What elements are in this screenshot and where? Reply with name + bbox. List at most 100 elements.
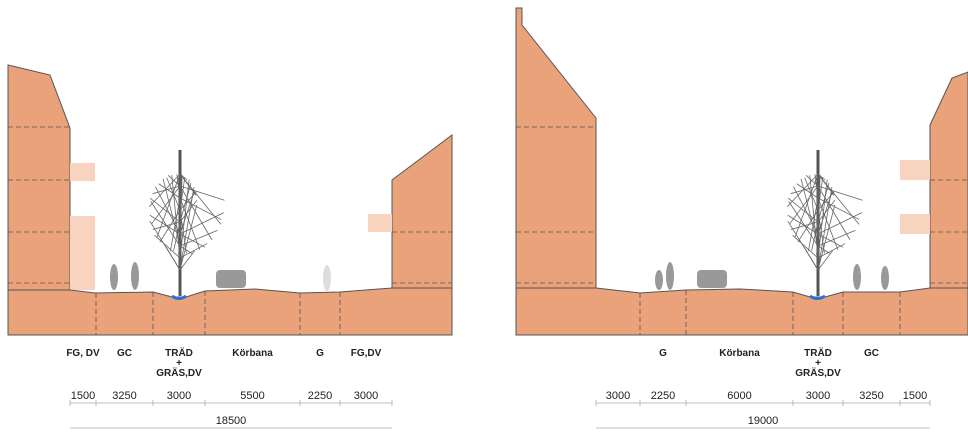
tree-branch: [794, 173, 819, 237]
drain: [809, 294, 826, 300]
person: [655, 270, 663, 290]
floor-lines: [516, 126, 968, 284]
tree-branch: [787, 214, 819, 235]
zone-label: FG,DV: [351, 348, 382, 359]
tree-branch: [179, 197, 201, 250]
zone-label: GRÄS,DV: [156, 366, 202, 379]
tree-branch: [817, 204, 836, 271]
zone-label: Körbana: [232, 348, 273, 359]
tree-branch: [817, 173, 826, 181]
window: [70, 163, 95, 181]
zone-label: TRÄD: [804, 346, 832, 359]
tree-branch: [179, 173, 197, 196]
tree-branch: [179, 187, 195, 271]
window: [368, 214, 392, 232]
tree-branch: [179, 185, 225, 201]
tree-branch: [817, 230, 856, 247]
zone-label: G: [659, 348, 667, 359]
tree-branch: [154, 234, 181, 259]
tree-branch: [804, 177, 819, 211]
tree-branch: [817, 243, 846, 259]
tree-branch: [158, 183, 181, 199]
person: [881, 266, 889, 290]
tree-branch: [817, 185, 851, 240]
zone-width: 1500: [903, 390, 927, 402]
zone-width: 6000: [727, 390, 751, 402]
tree-branch: [151, 185, 181, 224]
tree-branch: [789, 185, 819, 224]
car: [216, 270, 246, 288]
tree-branch: [179, 243, 208, 259]
tree-branch: [179, 212, 224, 235]
tree-branch: [817, 212, 862, 235]
zone-width: 3000: [167, 390, 191, 402]
tree-branch: [179, 204, 198, 271]
tree-branch: [179, 190, 195, 235]
zone-label: G: [316, 348, 324, 359]
annotations: FG, DV1500GC3250TRÄD+GRÄS,DV3000Körbana5…: [66, 150, 931, 429]
section-right: [515, 7, 968, 336]
tree-branch: [817, 185, 863, 201]
tree-branch: [817, 177, 824, 211]
zone-label: Körbana: [719, 348, 760, 359]
tree-branch: [817, 250, 833, 271]
tree-branch: [788, 201, 819, 247]
tree-branch: [796, 183, 819, 199]
zone-width: 3250: [859, 390, 883, 402]
tree-branch: [150, 201, 181, 247]
person: [323, 265, 331, 291]
tree-branch: [149, 214, 181, 235]
window: [900, 214, 930, 234]
tree-branch: [179, 182, 192, 223]
tree-branch: [817, 197, 839, 250]
zone-width: 2250: [308, 390, 332, 402]
tree-branch: [179, 230, 218, 247]
window: [900, 160, 930, 180]
zone-width: 2250: [651, 390, 675, 402]
tree-branch: [797, 209, 819, 243]
person: [110, 264, 118, 290]
tree-branch: [817, 187, 833, 271]
tree-branch: [817, 197, 860, 220]
tree-branch: [179, 185, 213, 240]
zone-width: 5500: [240, 390, 264, 402]
tree-branch: [803, 247, 819, 271]
tree-branch: [817, 173, 835, 196]
tree-branch: [173, 221, 181, 251]
tree-branch: [792, 234, 819, 259]
person: [666, 262, 674, 290]
zone-label: GRÄS,DV: [795, 366, 841, 379]
tree-branch: [817, 209, 825, 254]
zone-label: GC: [864, 348, 879, 359]
tree-branch: [179, 177, 186, 211]
zone-width: 3000: [354, 390, 378, 402]
tree-branch: [817, 190, 833, 235]
zone-label: +: [815, 358, 821, 369]
tree-branch: [155, 186, 181, 235]
zone-label: +: [176, 358, 182, 369]
tree-branch: [817, 182, 830, 223]
ground: [7, 287, 453, 336]
total-width: 18500: [216, 415, 247, 427]
person: [131, 262, 139, 290]
total-width: 19000: [748, 415, 779, 427]
zone-dividers: [95, 291, 341, 335]
tree-branch: [817, 199, 836, 223]
tree-branch: [179, 173, 188, 181]
tree-branch: [179, 209, 187, 254]
zone-label: TRÄD: [165, 346, 193, 359]
zone-label: GC: [117, 348, 132, 359]
tree-branch: [165, 247, 181, 271]
zone-width: 3000: [606, 390, 630, 402]
zone-width: 3250: [112, 390, 136, 402]
zone-label: FG, DV: [66, 348, 100, 359]
tree-branch: [179, 197, 222, 220]
drain: [171, 294, 187, 300]
zone-width: 1500: [71, 390, 95, 402]
tree-branch: [166, 177, 181, 211]
tree-branch: [156, 173, 181, 237]
car: [697, 270, 727, 288]
tree-branch: [159, 209, 181, 243]
tree-branch: [793, 186, 819, 235]
